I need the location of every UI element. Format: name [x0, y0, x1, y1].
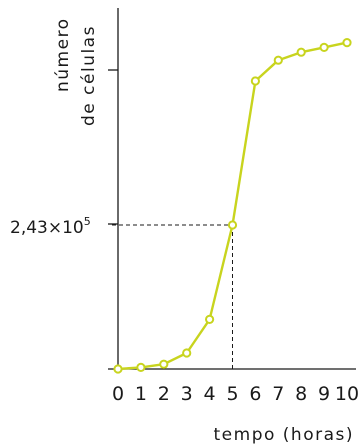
- data-point-3: [182, 348, 192, 358]
- series-line: [117, 41, 348, 371]
- y-axis-label: número de células: [53, 17, 99, 126]
- x-tick-label-3: 3: [181, 383, 193, 405]
- x-tick-labels: 0 1 2 3 4 5 6 7 8 9 10: [112, 383, 359, 405]
- data-point-5: [227, 220, 238, 230]
- x-tick-label-9: 9: [318, 383, 330, 405]
- y-axis-label-line-1: número: [53, 17, 73, 92]
- data-point-10: [342, 38, 352, 48]
- data-point-7: [273, 55, 283, 65]
- x-tick-label-6: 6: [249, 383, 261, 405]
- annotation-value-label: 2,43×105: [10, 215, 91, 238]
- y-axis-label-line-2: de células: [79, 25, 99, 126]
- data-point-2: [159, 359, 169, 369]
- data-point-0: [113, 364, 123, 374]
- x-tick-label-5: 5: [226, 383, 238, 405]
- data-point-4: [205, 314, 215, 324]
- data-point-1: [136, 362, 146, 372]
- x-tick-label-2: 2: [158, 383, 170, 405]
- reference-lines: [112, 224, 233, 369]
- x-tick-label-7: 7: [272, 383, 284, 405]
- annotation-exponent: 5: [84, 215, 91, 228]
- data-point-9: [319, 42, 329, 53]
- x-axis-label: tempo (horas): [214, 425, 354, 444]
- data-point-8: [296, 47, 306, 57]
- x-tick-label-1: 1: [135, 383, 147, 405]
- annotation-mantissa: 2,43×10: [10, 218, 84, 238]
- x-tick-label-10: 10: [335, 383, 359, 405]
- x-tick-label-8: 8: [295, 383, 307, 405]
- data-point-6: [250, 76, 260, 86]
- x-tick-label-4: 4: [204, 383, 216, 405]
- x-tick-label-0: 0: [112, 383, 124, 405]
- series: [113, 38, 352, 374]
